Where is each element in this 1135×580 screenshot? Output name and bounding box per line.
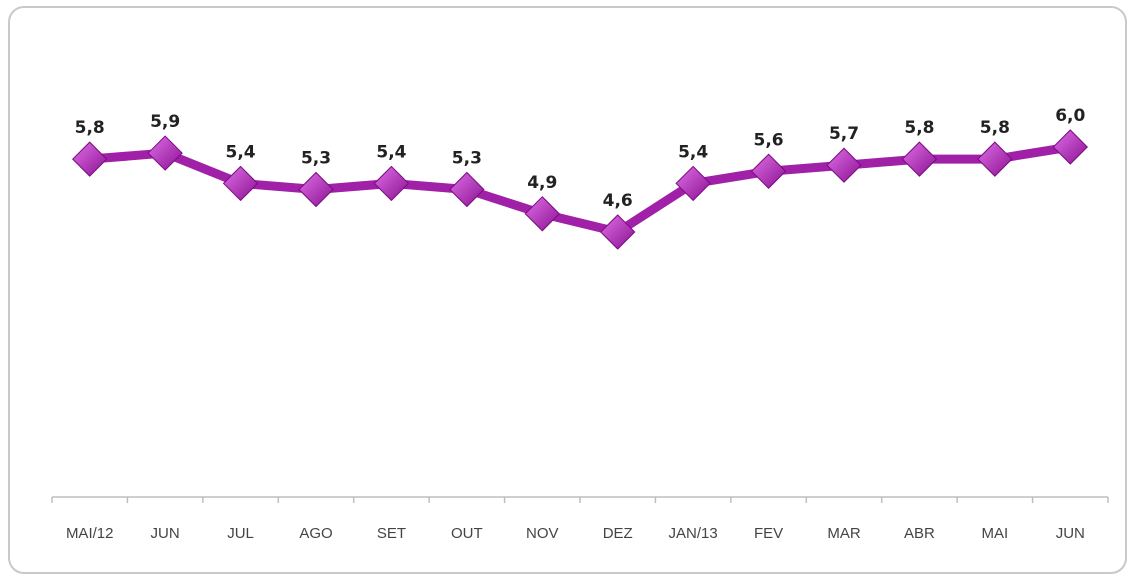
data-label: 5,7 [829,124,859,144]
x-axis [51,496,1109,503]
data-label: 5,6 [754,130,784,150]
x-tick-label: DEZ [603,525,633,542]
data-point-marker [675,165,711,202]
data-label: 4,9 [527,173,557,193]
x-tick-label: JAN/13 [669,525,718,542]
x-tick-labels: MAI/12 JUN JUL AGO SET OUT NOV DEZ JAN/13 FEV MAR A… [66,525,1085,542]
data-point-marker [298,171,334,208]
data-point-marker [750,153,787,189]
series-markers [72,129,1088,250]
data-point-marker [1052,129,1088,165]
data-label: 5,4 [226,142,256,162]
data-point-marker [977,141,1013,177]
data-label: 6,0 [1055,106,1085,126]
data-point-marker [373,165,410,202]
data-point-marker [901,141,938,177]
data-label: 5,4 [376,142,406,162]
data-labels: 5,8 5,9 5,4 5,3 5,4 5,3 4,9 4,6 5,4 5,6 5,7 5,8 5,8 6… [75,106,1086,211]
data-label: 5,8 [75,118,105,138]
data-label: 5,4 [678,142,708,162]
data-point-marker [826,147,862,183]
data-label: 5,3 [452,149,482,169]
data-point-marker [72,141,108,177]
data-point-marker [222,165,259,202]
data-label: 5,8 [904,118,934,138]
data-label: 4,6 [603,191,633,211]
chart-frame [8,6,1127,574]
x-tick-label: NOV [526,525,559,542]
data-label: 5,3 [301,149,331,169]
x-tick-label: JUL [227,525,254,542]
x-tick-label: MAI/12 [66,525,114,542]
data-point-marker [600,214,636,250]
x-tick-label: OUT [451,525,483,542]
x-tick-label: JUN [151,525,180,542]
x-tick-label: FEV [754,525,783,542]
data-point-marker [449,171,485,208]
x-tick-label: JUN [1056,525,1085,542]
data-label: 5,9 [150,112,180,132]
x-tick-label: MAR [827,525,861,542]
data-point-marker [524,196,560,232]
data-point-marker [147,135,183,171]
data-label: 5,8 [980,118,1010,138]
x-tick-label: ABR [904,525,935,542]
x-tick-label: SET [377,525,406,542]
x-tick-label: MAI [982,525,1009,542]
x-tick-label: AGO [299,525,332,542]
